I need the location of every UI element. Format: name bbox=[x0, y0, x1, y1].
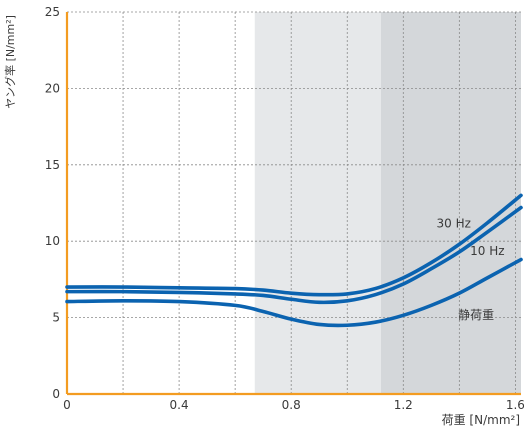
y-tick-label: 0 bbox=[52, 387, 60, 401]
annotations: 30 Hz 10 Hz 静荷重 bbox=[437, 216, 505, 322]
x-tick-label: 1.6 bbox=[506, 398, 524, 412]
series-lines bbox=[65, 193, 523, 328]
series-line-1 bbox=[65, 205, 523, 305]
series-annotation: 30 Hz bbox=[437, 216, 471, 230]
axes bbox=[65, 12, 521, 396]
y-tick-label: 10 bbox=[45, 234, 60, 248]
band-1 bbox=[380, 12, 521, 394]
y-tick-label: 25 bbox=[45, 5, 60, 19]
series-annotation: 静荷重 bbox=[458, 308, 494, 322]
x-tick-label: 0.4 bbox=[170, 398, 189, 412]
series-line-2 bbox=[65, 257, 523, 328]
band-0 bbox=[254, 12, 381, 394]
x-tick-label: 0 bbox=[63, 398, 71, 412]
y-tick-label: 15 bbox=[45, 158, 60, 172]
series-annotation: 10 Hz bbox=[470, 244, 504, 258]
y-tick-label: 5 bbox=[52, 311, 60, 325]
shaded-bands bbox=[254, 12, 521, 394]
x-tick-label: 0.8 bbox=[282, 398, 301, 412]
tick-labels: 0 0.4 0.8 1.2 1.6 0 5 10 15 20 25 bbox=[45, 5, 524, 412]
x-axis-label: 荷重 [N/mm²] bbox=[442, 413, 520, 427]
y-tick-label: 20 bbox=[45, 81, 60, 95]
x-tick-label: 1.2 bbox=[394, 398, 413, 412]
series-line-0 bbox=[65, 193, 523, 297]
y-axis-label: ヤング率 [N/mm²] bbox=[3, 15, 17, 109]
